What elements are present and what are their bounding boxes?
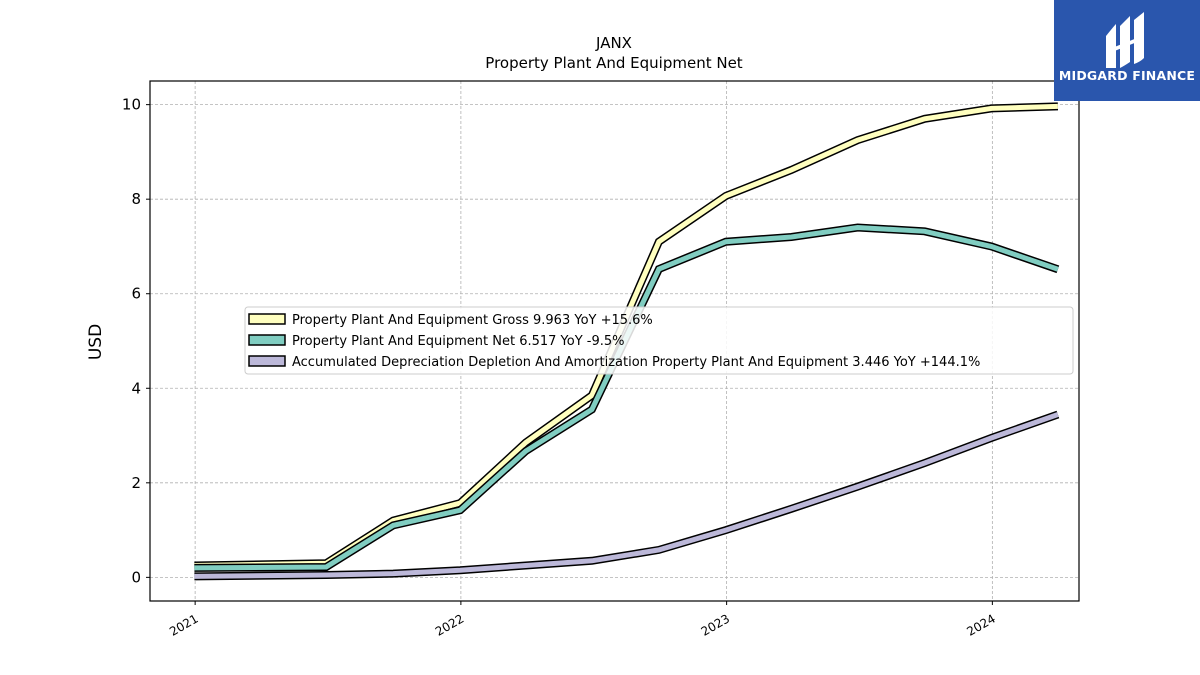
y-tick-label: 10	[122, 96, 141, 114]
series-line-outline	[194, 223, 1060, 572]
logo-text: MIDGARD FINANCE	[1058, 68, 1196, 83]
y-tick-label: 6	[131, 285, 141, 303]
legend-entry-label: Property Plant And Equipment Gross 9.963…	[292, 313, 653, 328]
x-tick-label: 2024	[964, 611, 997, 638]
logo-mark-icon	[1106, 12, 1144, 68]
y-tick-label: 4	[131, 379, 141, 397]
plot-frame	[149, 80, 1080, 602]
legend-box	[244, 306, 1074, 375]
y-tick-label: 0	[131, 568, 141, 586]
legend-swatch	[248, 313, 286, 325]
legend-entry-label: Accumulated Depreciation Depletion And A…	[292, 355, 980, 370]
series-line-fill	[194, 412, 1059, 579]
brand-logo: MIDGARD FINANCE	[1054, 0, 1200, 101]
y-tick-label: 2	[131, 474, 141, 492]
series-line-fill	[194, 103, 1058, 568]
legend-swatch	[248, 334, 286, 346]
series-lines	[194, 102, 1060, 581]
y-tick-label: 8	[131, 190, 141, 208]
series-line-fill	[194, 224, 1059, 571]
x-tick-label: 2022	[433, 611, 466, 638]
series-line	[194, 410, 1060, 581]
x-tick-label: 2021	[167, 611, 200, 638]
series-line	[194, 102, 1059, 570]
x-tick-label: 2023	[699, 611, 732, 638]
series-line	[194, 223, 1060, 572]
y-axis-label: USD	[86, 324, 106, 360]
chart-subtitle: Property Plant And Equipment Net	[485, 54, 742, 72]
series-line-outline	[194, 410, 1060, 581]
legend: Property Plant And Equipment Gross 9.963…	[244, 306, 1074, 375]
legend-entry-label: Property Plant And Equipment Net 6.517 Y…	[292, 334, 625, 349]
x-axis: 2021 2022 2023 2024	[167, 601, 998, 639]
chart-title: JANX	[595, 34, 632, 52]
y-axis: 0 2 4 6 8 10	[122, 96, 150, 586]
legend-swatch	[248, 355, 286, 367]
